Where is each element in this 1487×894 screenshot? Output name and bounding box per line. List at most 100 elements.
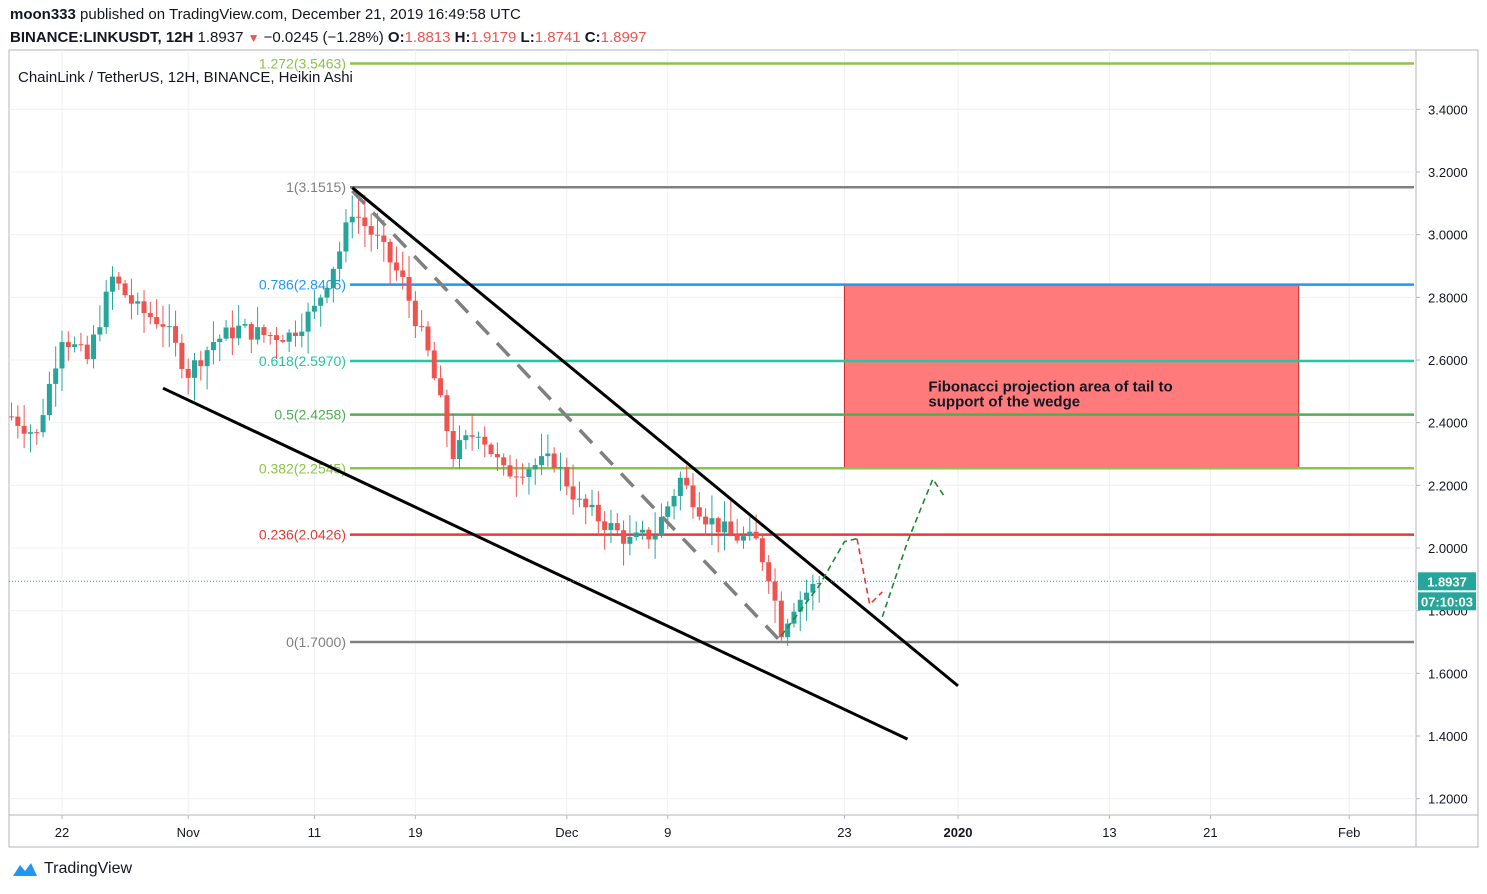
candle-body	[709, 518, 715, 525]
candle-body	[747, 531, 753, 537]
candle-body	[72, 344, 78, 348]
down-arrow-icon: ▼	[247, 31, 260, 45]
fib-level-label: 0.5(2.4258)	[274, 407, 346, 423]
candle-body	[728, 521, 734, 535]
candle-body	[9, 416, 15, 418]
candle-body	[236, 325, 242, 339]
candle-body	[696, 507, 702, 517]
candle-body	[766, 562, 772, 582]
x-tick-label: 22	[55, 825, 69, 840]
y-tick-label: 2.6000	[1428, 353, 1468, 368]
candle-body	[261, 327, 267, 336]
fib-level-label: 0.236(2.0426)	[259, 527, 346, 543]
footer-brand: TradingView	[44, 860, 133, 877]
candle-body	[128, 295, 134, 304]
candle-body	[570, 486, 576, 500]
candle-body	[677, 477, 683, 496]
projection-path-up-1	[780, 537, 858, 637]
candlestick-series	[9, 194, 822, 646]
close-value: 1.8997	[600, 29, 647, 46]
candle-body	[173, 326, 179, 343]
candle-body	[406, 276, 412, 301]
candle-body	[621, 530, 627, 544]
open-label: O:	[387, 29, 405, 46]
y-tick-label: 3.2000	[1428, 165, 1468, 180]
low-value: 1.8741	[534, 29, 581, 46]
axes-layer: 1.20001.40001.60001.80002.00002.20002.40…	[9, 102, 1476, 840]
candle-body	[21, 425, 27, 434]
tradingview-footer[interactable]: TradingView	[12, 860, 132, 878]
candle-body	[141, 301, 147, 314]
candle-body	[778, 600, 784, 638]
candle-body	[652, 535, 658, 540]
countdown-badge	[1418, 592, 1476, 611]
candle-body	[520, 476, 526, 478]
candle-body	[463, 435, 469, 441]
y-tick-label: 2.0000	[1428, 541, 1468, 556]
candle-body	[229, 327, 235, 339]
candle-body	[734, 534, 740, 541]
candle-body	[223, 327, 229, 339]
candle-body	[337, 251, 343, 269]
candle-body	[539, 456, 545, 466]
x-tick-label: Nov	[177, 825, 201, 840]
candle-body	[785, 623, 791, 638]
fibonacci-levels: 1.272(3.5463) 1(3.1515) 0.786(2.8405) 0.618…	[259, 55, 1414, 650]
publish-info: moon333 published on TradingView.com, De…	[10, 6, 521, 23]
y-tick-label: 3.0000	[1428, 228, 1468, 243]
candle-body	[475, 436, 481, 438]
candle-body	[501, 457, 507, 466]
projection-path-down	[856, 538, 883, 607]
candle-body	[494, 454, 500, 458]
y-tick-label: 1.4000	[1428, 729, 1468, 744]
projection-path-up-2	[881, 477, 947, 618]
candle-body	[34, 432, 40, 434]
candle-body	[46, 383, 52, 416]
candle-body	[185, 368, 191, 378]
candle-body	[557, 467, 563, 469]
candle-body	[122, 283, 128, 296]
x-tick-label: 13	[1102, 825, 1116, 840]
candle-body	[658, 516, 664, 536]
last-price-text: 1.8937	[1427, 574, 1467, 589]
candle-body	[690, 485, 696, 508]
dashed-trendline	[351, 189, 783, 644]
x-tick-label: Dec	[555, 825, 579, 840]
y-tick-label: 2.4000	[1428, 416, 1468, 431]
high-value: 1.9179	[470, 29, 517, 46]
candle-body	[217, 338, 223, 343]
candle-body	[192, 360, 198, 378]
candle-body	[356, 216, 362, 218]
candle-body	[753, 531, 759, 539]
candle-body	[457, 440, 463, 460]
candle-body	[242, 324, 248, 326]
candle-body	[381, 235, 387, 242]
candle-body	[274, 335, 280, 341]
y-tick-label: 3.4000	[1428, 102, 1468, 117]
candle-body	[633, 532, 639, 537]
fib-level-label: 0(1.7000)	[286, 634, 346, 650]
candle-body	[576, 498, 582, 500]
candle-body	[595, 504, 601, 522]
candle-body	[343, 222, 349, 252]
candle-body	[65, 342, 71, 348]
candle-body	[311, 305, 317, 312]
x-tick-label: 9	[664, 825, 671, 840]
candle-body	[109, 276, 115, 292]
candle-body	[91, 334, 97, 360]
candle-body	[362, 217, 368, 227]
candle-body	[412, 300, 418, 327]
candle-body	[198, 360, 204, 367]
x-tick-label: 23	[837, 825, 851, 840]
low-label: L:	[520, 29, 535, 46]
candle-body	[640, 529, 646, 533]
countdown-text: 07:10:03	[1421, 594, 1473, 609]
candle-body	[507, 465, 513, 477]
candle-body	[671, 495, 677, 507]
annotation-line-1: Fibonacci projection area of tail to	[928, 379, 1172, 396]
price-change: −0.0245 (−1.28%)	[263, 29, 384, 46]
y-tick-label: 1.2000	[1428, 792, 1468, 807]
last-price-badge	[1418, 572, 1476, 591]
candle-body	[324, 287, 330, 298]
